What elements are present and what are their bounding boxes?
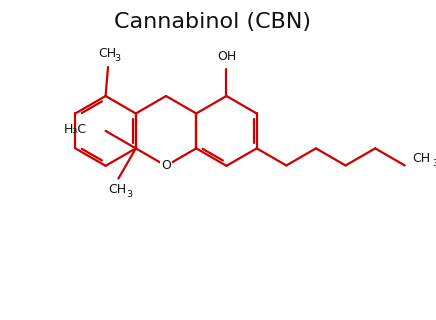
Text: O: O — [161, 159, 171, 172]
Text: CH: CH — [98, 47, 116, 60]
Text: OH: OH — [217, 50, 236, 63]
Text: CH: CH — [412, 152, 430, 165]
Text: 3: 3 — [126, 190, 132, 199]
Text: H₃C: H₃C — [64, 124, 87, 136]
Text: 3: 3 — [432, 159, 436, 168]
Text: 3: 3 — [115, 54, 121, 63]
Text: CH: CH — [108, 183, 126, 196]
Text: Cannabinol (CBN): Cannabinol (CBN) — [114, 12, 311, 32]
